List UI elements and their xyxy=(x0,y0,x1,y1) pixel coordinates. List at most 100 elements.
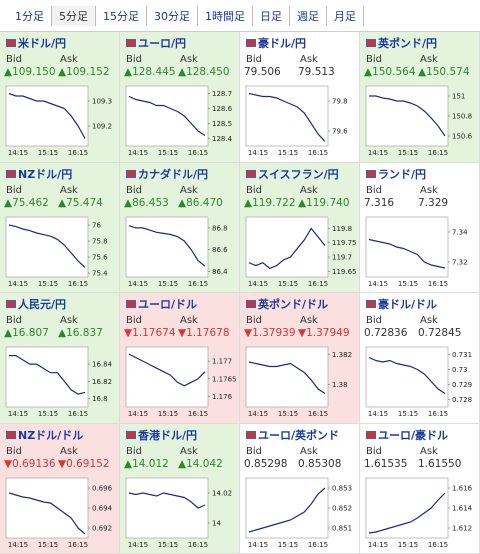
rate-tile[interactable]: カナダドル/円 Bid Ask ▲86.453 ▲86.470 86.8 86.6 86.4 1… xyxy=(120,162,240,293)
bid-price: ▼1.17674 xyxy=(124,327,176,339)
rate-tile[interactable]: ユーロ/円 Bid Ask ▲128.445 ▲128.450 128.7 128.6 128… xyxy=(120,32,240,163)
y-tick-label: 1.616 xyxy=(452,484,473,492)
rate-tile[interactable]: NZドル/ドル Bid Ask ▼0.69136 ▼0.69152 0.696 0.694 0… xyxy=(0,423,120,554)
price-line xyxy=(368,238,446,269)
rate-tile[interactable]: 米ドル/円 Bid Ask ▲109.150 ▲109.152 109.3 109.2 14:… xyxy=(0,32,120,163)
rate-tile[interactable]: 英ポンド/ドル Bid Ask ▼1.37939 ▼1.37949 1.382 1.38 14… xyxy=(240,293,360,424)
mini-chart: 109.3 109.2 14:15 15:15 16:15 xyxy=(5,85,112,157)
y-tick-label: 0.853 xyxy=(332,484,352,492)
y-tick-label: 75.4 xyxy=(92,269,108,277)
plot-area xyxy=(125,85,209,147)
y-tick-label: 1.38 xyxy=(332,381,348,389)
y-tick-label: 150.6 xyxy=(452,133,473,141)
ask-label: Ask xyxy=(420,54,438,65)
y-tick-label: 0.692 xyxy=(92,524,112,532)
y-tick-label: 75.8 xyxy=(92,237,108,245)
rate-tile[interactable]: 英ポンド/円 Bid Ask ▲150.564 ▲150.574 151 150.8 150.… xyxy=(360,32,480,163)
bid-price: 0.85298 xyxy=(244,457,288,470)
bid-label: Bid xyxy=(6,445,22,457)
pair-title: ユーロ/英ポンド xyxy=(246,427,339,443)
rate-tile[interactable]: 豪ドル/ドル Bid Ask 0.72836 0.72845 0.731 0.73 0.729… xyxy=(360,293,480,424)
bid-label: Bid xyxy=(126,315,142,326)
bid-price: ▲109.150 xyxy=(4,66,56,78)
rate-tile[interactable]: ユーロ/ドル Bid Ask ▼1.17674 ▼1.17678 1.177 1.1765 1… xyxy=(120,293,240,424)
y-tick-label: 86.4 xyxy=(212,268,228,276)
bid-price: ▲128.445 xyxy=(124,66,176,78)
y-tick-label: 14 xyxy=(212,519,221,527)
y-tick-label: 0.731 xyxy=(452,351,472,359)
ask-label: Ask xyxy=(300,315,318,326)
rate-tile[interactable]: ユーロ/豪ドル Bid Ask 1.61535 1.61550 1.616 1.614 1.6… xyxy=(360,423,480,554)
ask-label: Ask xyxy=(300,184,318,196)
timeframe-tab[interactable]: 日足 xyxy=(253,5,290,26)
timeframe-tab[interactable]: 週足 xyxy=(290,5,327,26)
x-tick-label: 14:15 xyxy=(128,541,148,549)
price-line xyxy=(248,226,326,269)
x-tick-label: 14:15 xyxy=(368,149,388,157)
y-tick-label: 79.8 xyxy=(332,98,348,106)
y-tick-label: 109.3 xyxy=(92,98,112,106)
rate-tile[interactable]: ランド/円 Bid Ask 7.316 7.329 7.34 7.32 14:15 15:15 1… xyxy=(360,162,480,293)
x-tick-label: 15:15 xyxy=(278,280,298,288)
bid-label: Bid xyxy=(366,315,382,326)
plot-area xyxy=(245,85,329,147)
rate-tile[interactable]: 香港ドル/円 Bid Ask ▲14.012 ▲14.042 14.02 14 14:15 15… xyxy=(120,423,240,554)
x-tick-label: 16:15 xyxy=(188,149,208,157)
pair-title: ユーロ/円 xyxy=(126,35,186,51)
x-tick-label: 14:15 xyxy=(8,410,28,418)
timeframe-tab[interactable]: 15分足 xyxy=(96,5,147,26)
rate-tile[interactable]: 人民元/円 Bid Ask ▲16.807 ▲16.837 16.84 16.82 16.8 1… xyxy=(0,293,120,424)
y-tick-label: 128.6 xyxy=(212,105,233,113)
x-tick-label: 15:15 xyxy=(158,280,178,288)
ask-label: Ask xyxy=(180,54,198,65)
price-line xyxy=(8,491,86,534)
x-tick-label: 15:15 xyxy=(38,541,58,549)
bid-price: 1.61535 xyxy=(364,457,408,470)
rate-tile[interactable]: ユーロ/英ポンド Bid Ask 0.85298 0.85308 0.853 0.852 0.… xyxy=(240,423,360,554)
y-tick-label: 86.8 xyxy=(212,224,228,232)
y-tick-label: 0.851 xyxy=(332,524,352,532)
x-tick-label: 16:15 xyxy=(188,541,208,549)
mini-chart: 1.616 1.614 1.612 14:15 15:15 16:15 xyxy=(365,477,473,549)
ask-price: 0.72845 xyxy=(418,327,462,339)
x-tick-label: 15:15 xyxy=(398,541,418,549)
pair-title: 英ポンド/ドル xyxy=(246,296,328,312)
x-tick-label: 14:15 xyxy=(128,149,148,157)
timeframe-tab[interactable]: 5分足 xyxy=(52,5,96,26)
y-tick-label: 16.82 xyxy=(92,378,112,386)
y-tick-label: 150.8 xyxy=(452,113,472,121)
bid-label: Bid xyxy=(246,54,262,65)
x-tick-label: 14:15 xyxy=(8,149,28,157)
bid-label: Bid xyxy=(366,445,382,457)
ask-price: ▲16.837 xyxy=(58,327,103,339)
x-tick-label: 15:15 xyxy=(158,149,178,157)
rate-tile[interactable]: 豪ドル/円 Bid Ask 79.506 79.513 79.8 79.6 14:15 15:1… xyxy=(240,32,360,163)
timeframe-tab[interactable]: 1分足 xyxy=(8,5,52,26)
bid-label: Bid xyxy=(366,184,382,196)
x-tick-label: 16:15 xyxy=(308,280,328,288)
x-tick-label: 15:15 xyxy=(158,410,178,418)
timeframe-tab[interactable]: 月足 xyxy=(327,5,364,26)
ask-price: ▲109.152 xyxy=(58,66,110,78)
y-tick-label: 119.7 xyxy=(332,253,352,261)
rate-tile[interactable]: スイスフラン/円 Bid Ask ▲119.722 ▲119.740 119.8 119.7… xyxy=(240,162,360,293)
bid-label: Bid xyxy=(246,184,262,196)
y-tick-label: 128.7 xyxy=(212,90,232,98)
price-line xyxy=(128,353,206,387)
y-tick-label: 1.176 xyxy=(212,393,233,401)
x-tick-label: 15:15 xyxy=(398,280,418,288)
mini-chart: 151 150.8 150.6 14:15 15:15 16:15 xyxy=(365,85,473,157)
timeframe-tab[interactable]: 1時間足 xyxy=(198,5,253,26)
bid-price: 0.72836 xyxy=(364,327,408,339)
ask-price: ▲119.740 xyxy=(298,196,350,209)
y-tick-label: 75.6 xyxy=(92,253,108,261)
rate-tile[interactable]: NZドル/円 Bid Ask ▲75.462 ▲75.474 76 75.8 75.6 75.4… xyxy=(0,162,120,293)
mini-chart: 79.8 79.6 14:15 15:15 16:15 xyxy=(245,85,348,157)
bid-price: ▲14.012 xyxy=(124,457,169,470)
x-tick-label: 16:15 xyxy=(308,149,328,157)
timeframe-tab[interactable]: 30分足 xyxy=(147,5,198,26)
bid-price: ▼1.37939 xyxy=(244,327,296,339)
x-tick-label: 15:15 xyxy=(398,149,418,157)
y-tick-label: 14.02 xyxy=(212,489,232,497)
plot-area xyxy=(5,477,89,538)
